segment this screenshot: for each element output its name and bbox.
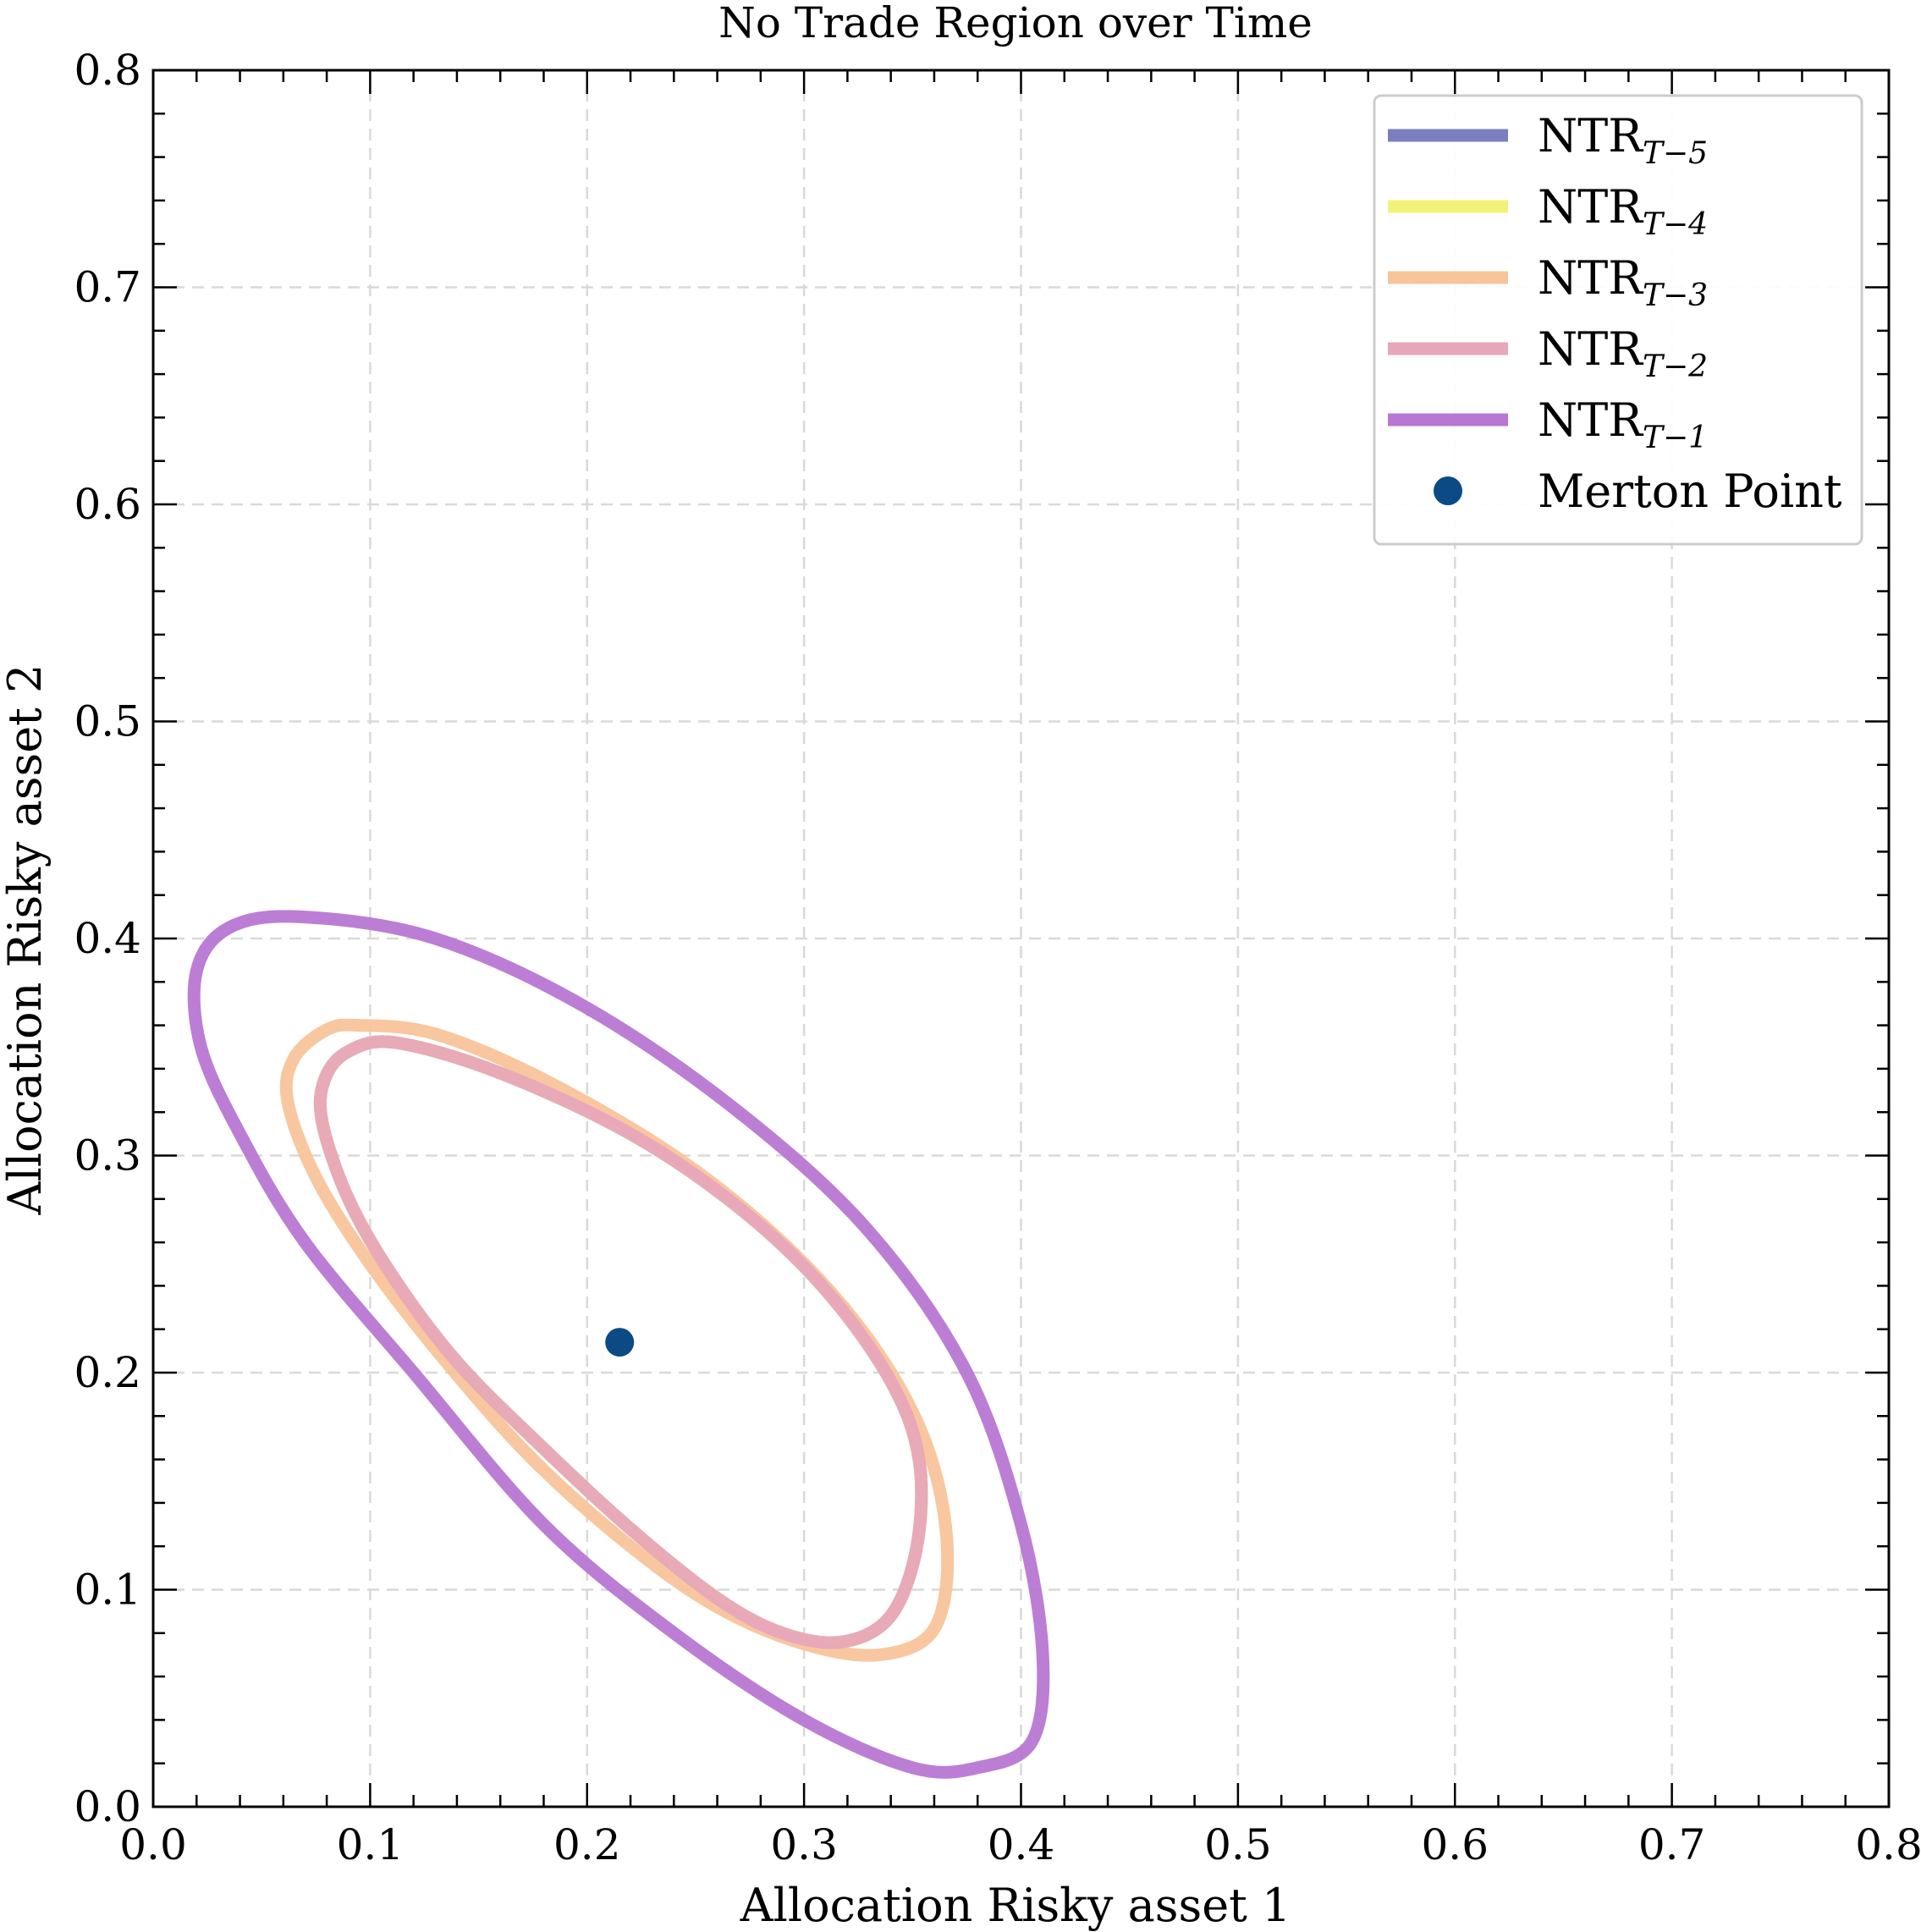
y-axis-label: Allocation Risky asset 2 bbox=[0, 664, 52, 1216]
y-tick-label: 0.4 bbox=[74, 914, 141, 963]
y-tick-label: 0.0 bbox=[74, 1782, 141, 1831]
y-tick-label: 0.5 bbox=[74, 697, 141, 746]
series-line-ntr-t-1 bbox=[187, 910, 1050, 1779]
x-tick-label: 0.0 bbox=[119, 1820, 187, 1869]
legend-label-subscript: T−2 bbox=[1643, 350, 1708, 384]
x-tick-label: 0.2 bbox=[553, 1820, 621, 1869]
merton-point-marker bbox=[605, 1328, 635, 1357]
y-tick-label: 0.2 bbox=[74, 1348, 141, 1397]
y-tick-label: 0.8 bbox=[74, 46, 141, 95]
x-axis-label: Allocation Risky asset 1 bbox=[740, 1879, 1291, 1932]
x-tick-label: 0.1 bbox=[337, 1820, 405, 1869]
y-tick-label: 0.6 bbox=[74, 480, 141, 529]
legend-label-ntr-t-5: NTRT−5 bbox=[1538, 109, 1708, 171]
legend-label-subscript: T−5 bbox=[1643, 136, 1708, 171]
legend-label-subscript: T−4 bbox=[1643, 207, 1708, 242]
y-tick-label: 0.1 bbox=[74, 1566, 141, 1615]
chart-title: No Trade Region over Time bbox=[718, 0, 1313, 47]
x-tick-label: 0.6 bbox=[1421, 1820, 1489, 1869]
x-tick-label: 0.5 bbox=[1204, 1820, 1272, 1869]
y-tick-label: 0.7 bbox=[74, 263, 141, 312]
legend-label-ntr-t-1: NTRT−1 bbox=[1538, 394, 1708, 455]
legend-label-subscript: T−3 bbox=[1643, 278, 1708, 313]
x-tick-label: 0.4 bbox=[988, 1820, 1055, 1869]
legend-label-subscript: T−1 bbox=[1643, 421, 1708, 455]
legend-label-merton-point: Merton Point bbox=[1538, 465, 1842, 518]
series-line-ntr-t-2 bbox=[313, 1035, 928, 1649]
ticks bbox=[151, 69, 1891, 1808]
series-layer bbox=[187, 910, 1050, 1779]
x-tick-label: 0.7 bbox=[1638, 1820, 1706, 1869]
x-tick-label: 0.3 bbox=[770, 1820, 838, 1869]
points-layer bbox=[605, 1328, 635, 1357]
y-tick-label: 0.3 bbox=[74, 1131, 141, 1181]
legend-marker-merton-point bbox=[1434, 476, 1462, 505]
tick-labels: 0.0 0.1 0.2 0.3 0.4 0.5 0.6 0.7 0.8 0.0 0.1 0.2 0.3 0… bbox=[74, 46, 1921, 1869]
x-tick-label: 0.8 bbox=[1855, 1820, 1921, 1869]
